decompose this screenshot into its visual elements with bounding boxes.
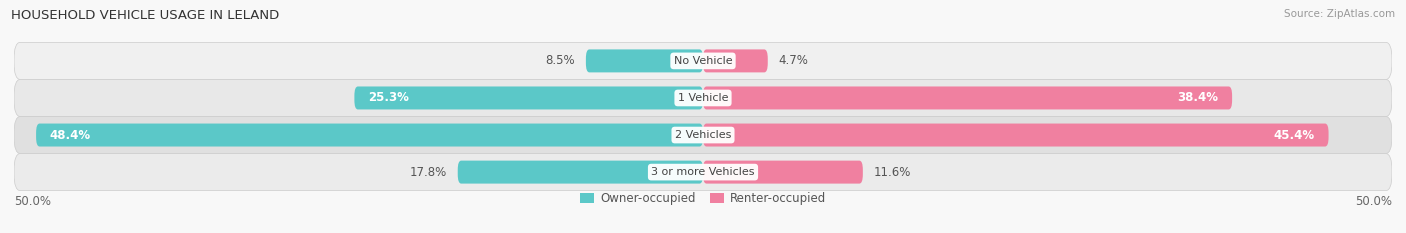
FancyBboxPatch shape (703, 49, 768, 72)
Text: 4.7%: 4.7% (779, 54, 808, 67)
Text: 8.5%: 8.5% (546, 54, 575, 67)
FancyBboxPatch shape (37, 123, 703, 147)
Text: 25.3%: 25.3% (368, 92, 409, 104)
FancyBboxPatch shape (458, 161, 703, 184)
Text: No Vehicle: No Vehicle (673, 56, 733, 66)
Text: 11.6%: 11.6% (875, 166, 911, 179)
Text: Source: ZipAtlas.com: Source: ZipAtlas.com (1284, 9, 1395, 19)
Text: 45.4%: 45.4% (1274, 129, 1315, 141)
Text: 48.4%: 48.4% (49, 129, 91, 141)
FancyBboxPatch shape (703, 86, 1232, 110)
FancyBboxPatch shape (14, 79, 1392, 116)
FancyBboxPatch shape (703, 161, 863, 184)
Text: HOUSEHOLD VEHICLE USAGE IN LELAND: HOUSEHOLD VEHICLE USAGE IN LELAND (11, 9, 280, 22)
Text: 50.0%: 50.0% (1355, 195, 1392, 208)
Text: 38.4%: 38.4% (1177, 92, 1219, 104)
FancyBboxPatch shape (14, 42, 1392, 79)
FancyBboxPatch shape (14, 116, 1392, 154)
Text: 1 Vehicle: 1 Vehicle (678, 93, 728, 103)
FancyBboxPatch shape (703, 123, 1329, 147)
FancyBboxPatch shape (14, 154, 1392, 191)
Text: 2 Vehicles: 2 Vehicles (675, 130, 731, 140)
Text: 50.0%: 50.0% (14, 195, 51, 208)
Text: 17.8%: 17.8% (409, 166, 447, 179)
Text: 3 or more Vehicles: 3 or more Vehicles (651, 167, 755, 177)
FancyBboxPatch shape (586, 49, 703, 72)
FancyBboxPatch shape (354, 86, 703, 110)
Legend: Owner-occupied, Renter-occupied: Owner-occupied, Renter-occupied (579, 192, 827, 205)
